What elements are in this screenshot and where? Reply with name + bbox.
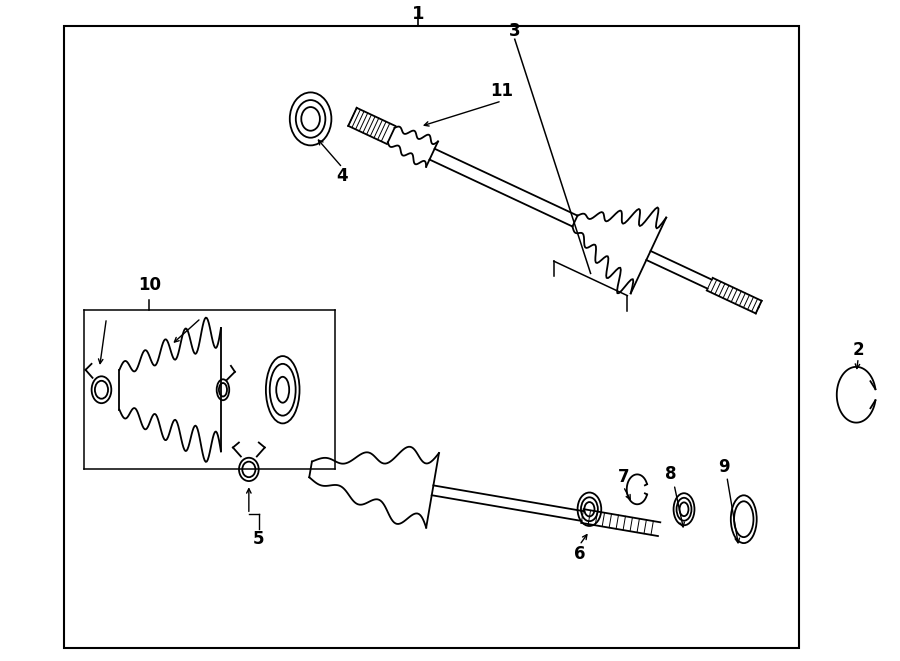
Text: 10: 10 bbox=[138, 276, 161, 294]
Text: 6: 6 bbox=[573, 545, 585, 563]
Text: 4: 4 bbox=[337, 167, 348, 184]
Text: 5: 5 bbox=[253, 530, 265, 548]
Ellipse shape bbox=[266, 356, 300, 424]
Text: 2: 2 bbox=[852, 341, 864, 359]
Text: 7: 7 bbox=[617, 469, 629, 486]
Text: 8: 8 bbox=[665, 465, 677, 483]
Text: 3: 3 bbox=[508, 22, 520, 40]
Text: 1: 1 bbox=[412, 5, 425, 23]
Bar bbox=[64, 26, 798, 648]
Text: 11: 11 bbox=[491, 82, 513, 100]
Text: 9: 9 bbox=[718, 459, 730, 477]
